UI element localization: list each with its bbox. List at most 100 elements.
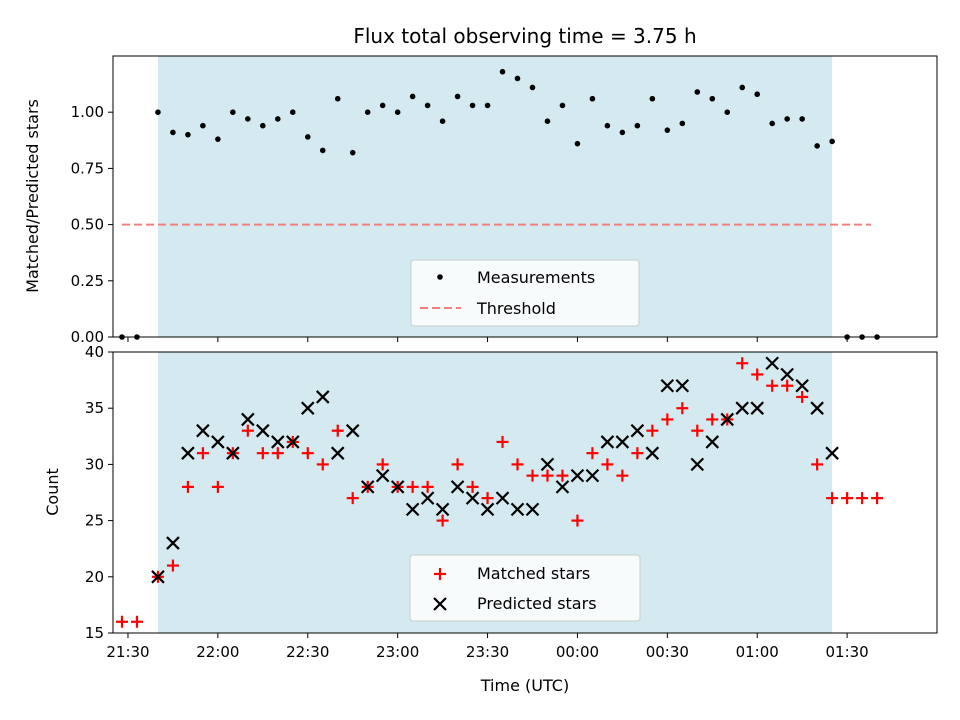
measurement-point	[484, 102, 491, 109]
measurement-point	[679, 120, 686, 127]
measurement-point	[200, 122, 206, 129]
bottom-x-tick-label: 23:00	[376, 643, 419, 661]
matched-star-point	[631, 447, 644, 460]
predicted-star-point	[510, 502, 525, 517]
predicted-star-point	[780, 367, 794, 382]
measurement-point	[799, 116, 805, 122]
measurement-point	[604, 122, 611, 129]
matched-star-point	[331, 424, 344, 437]
measurement-points	[119, 68, 880, 340]
matched-star-point	[166, 559, 179, 572]
matched-star-point	[571, 514, 584, 527]
matched-star-point	[661, 413, 674, 426]
predicted-stars-points	[151, 356, 839, 584]
predicted-star-point	[166, 536, 180, 550]
matched-star-point	[526, 469, 539, 482]
predicted-star-point	[810, 401, 824, 415]
predicted-star-point	[705, 435, 720, 449]
matched-star-point	[856, 492, 869, 505]
measurement-point	[739, 84, 746, 91]
predicted-star-point	[420, 491, 435, 505]
measurement-point	[664, 127, 671, 133]
matched-star-point	[646, 424, 659, 437]
predicted-star-point	[525, 502, 540, 517]
predicted-star-point	[226, 446, 240, 460]
bottom-x-tick-label: 23:30	[466, 643, 509, 661]
bottom-x-tick-label: 22:30	[286, 643, 329, 661]
predicted-star-point	[375, 468, 390, 483]
measurement-point	[245, 116, 251, 122]
matched-star-point	[781, 379, 794, 392]
measurement-point	[185, 131, 191, 138]
predicted-star-point	[600, 435, 615, 449]
measurement-point	[275, 116, 281, 122]
matched-star-point	[766, 379, 779, 392]
top-y-tick-label: 1.00	[71, 103, 104, 121]
measurement-point	[454, 93, 461, 100]
measurement-point	[334, 95, 341, 102]
measurement-point	[319, 147, 326, 154]
measurement-point	[379, 102, 386, 109]
measurement-point	[754, 91, 761, 98]
bottom-y-ticks: 15 20 25 30 35 40	[85, 343, 113, 642]
matched-star-point	[826, 492, 839, 505]
measurement-point	[829, 138, 835, 145]
measurement-point	[544, 118, 551, 124]
measurement-point	[424, 102, 431, 109]
legend-label-matched: Matched stars	[477, 564, 590, 583]
bottom-legend: Matched stars Predicted stars	[409, 554, 641, 622]
matched-star-point	[811, 458, 824, 471]
predicted-star-point	[241, 412, 255, 427]
matched-star-point	[256, 447, 269, 460]
bottom-y-tick-label: 20	[85, 568, 104, 586]
predicted-star-point	[495, 491, 510, 505]
top-axes-frame	[112, 55, 938, 338]
bottom-x-tick-label: 00:00	[556, 643, 599, 661]
legend-marker-matched	[434, 568, 446, 580]
matched-star-point	[196, 447, 209, 460]
measurement-point	[215, 136, 221, 142]
top-panel: 0.00 0.25 0.50 0.75 1.00 Matched/Predicted s…	[23, 55, 938, 346]
matched-stars-points	[115, 357, 884, 628]
predicted-star-point	[765, 356, 779, 371]
measurement-point	[469, 102, 476, 109]
top-y-tick-label: 0.00	[71, 328, 104, 346]
matched-star-point	[436, 514, 449, 527]
measurement-point	[514, 75, 521, 82]
predicted-star-point	[360, 480, 375, 494]
matched-star-point	[271, 447, 284, 460]
matched-star-point	[736, 357, 749, 370]
predicted-star-point	[151, 570, 165, 584]
measurement-point	[574, 140, 581, 147]
matched-star-point	[346, 492, 359, 505]
matched-star-point	[481, 492, 494, 505]
matched-star-point	[796, 390, 809, 403]
matched-star-point	[376, 458, 389, 471]
measurement-point	[724, 109, 731, 115]
legend-label-measurements: Measurements	[477, 268, 595, 287]
predicted-star-point	[555, 480, 570, 494]
matched-star-point	[691, 424, 704, 437]
matched-star-point	[406, 480, 419, 493]
measurement-point	[589, 95, 596, 102]
predicted-star-point	[540, 457, 555, 472]
bottom-y-tick-label: 30	[85, 455, 104, 473]
predicted-star-point	[675, 378, 690, 393]
predicted-star-point	[196, 423, 210, 438]
predicted-star-point	[630, 423, 645, 438]
matched-star-point	[556, 469, 569, 482]
matched-star-point	[130, 615, 143, 628]
matched-star-point	[511, 458, 524, 471]
measurement-point	[304, 134, 311, 140]
matched-star-point	[301, 447, 314, 460]
predicted-star-point	[211, 435, 225, 449]
bottom-x-tick-label: 01:30	[825, 643, 868, 661]
matched-star-point	[241, 424, 254, 437]
top-legend-box	[410, 259, 640, 327]
predicted-star-point	[300, 401, 315, 415]
top-y-axis-label: Matched/Predicted stars	[23, 99, 42, 293]
measurement-point	[694, 89, 701, 95]
matched-star-point	[751, 368, 764, 381]
measurement-point	[439, 118, 446, 124]
top-y-tick-label: 0.50	[71, 216, 104, 234]
